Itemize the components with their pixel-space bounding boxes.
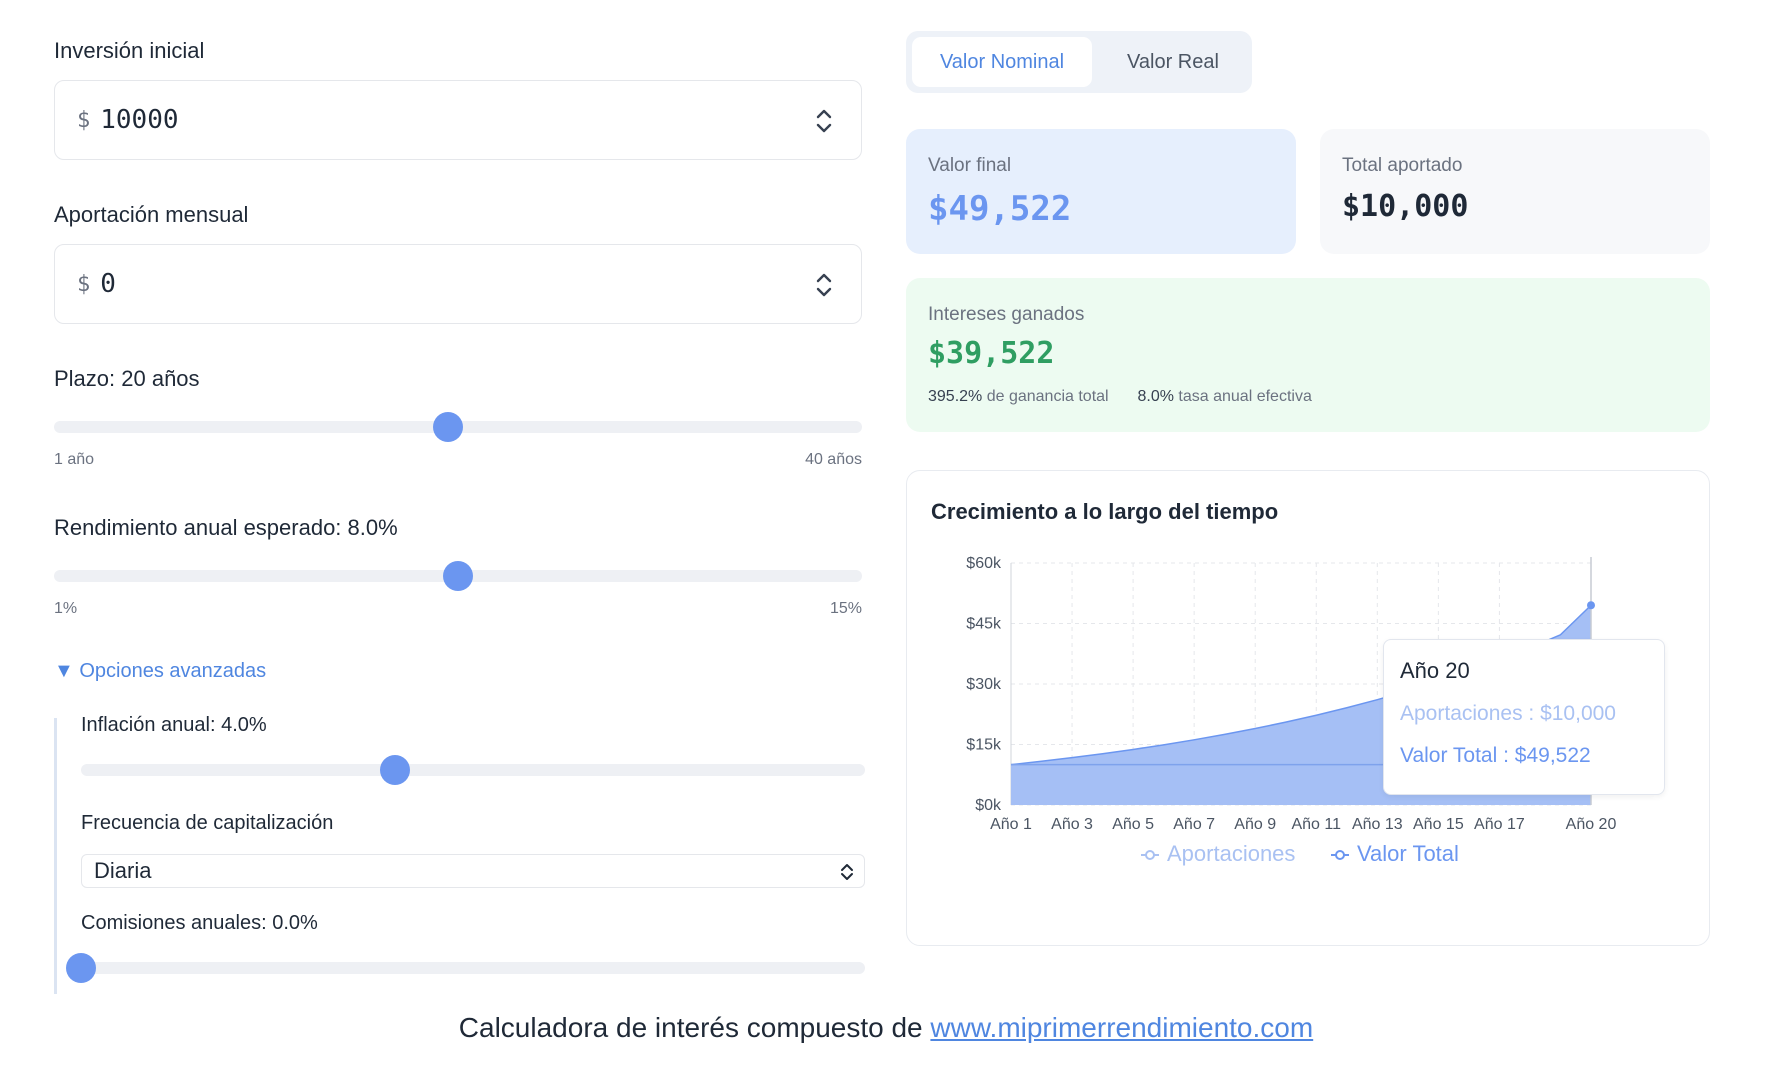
select-chevron-icon: [841, 864, 853, 880]
initial-investment-input[interactable]: $ 10000: [54, 80, 862, 160]
return-slider-thumb[interactable]: [443, 561, 473, 591]
x-tick-label: Año 15: [1413, 816, 1464, 833]
advanced-options-toggle[interactable]: ▼ Opciones avanzadas: [54, 660, 267, 682]
inflation-label: Inflación anual: 4.0%: [81, 714, 267, 736]
total-contributed-card: Total aportado $10,000: [1320, 129, 1710, 254]
return-label: Rendimiento anual esperado: 8.0%: [54, 515, 398, 540]
inflation-slider-thumb[interactable]: [379, 755, 410, 785]
chart-title: Crecimiento a lo largo del tiempo: [931, 499, 1279, 524]
tab-real-value[interactable]: Valor Real: [1127, 50, 1219, 73]
x-tick-label: Año 3: [1051, 816, 1093, 833]
valor-total-legend-marker: [1335, 850, 1345, 860]
effective-rate: 8.0%: [1137, 388, 1174, 405]
total-contributed-label: Total aportado: [1342, 155, 1463, 176]
final-value-card: Valor final $49,522: [906, 129, 1296, 254]
initial-investment-value: 10000: [100, 105, 179, 135]
y-tick-label: $60k: [966, 555, 1002, 572]
interest-stats: 395.2% de ganancia total 8.0% tasa anual…: [928, 388, 1312, 406]
y-tick-label: $30k: [966, 676, 1002, 693]
gain-percent: 395.2%: [928, 388, 983, 405]
x-tick-label: Año 11: [1291, 816, 1341, 833]
currency-prefix: $: [77, 107, 91, 133]
number-stepper-icon[interactable]: [813, 269, 835, 301]
monthly-contribution-value: 0: [100, 269, 116, 299]
growth-chart-card: Crecimiento a lo largo del tiempo $0k $15…: [906, 470, 1710, 946]
x-tick-label: Año 17: [1474, 816, 1525, 833]
compounding-frequency-label: Frecuencia de capitalización: [81, 812, 334, 834]
advanced-options-panel: Inflación anual: 4.0% Frecuencia de capi…: [54, 714, 865, 994]
value-mode-tabs: Valor Nominal Valor Real: [906, 31, 1252, 93]
interest-earned-card: Intereses ganados $39,522 395.2% de gana…: [906, 278, 1710, 432]
fees-slider-thumb[interactable]: [66, 953, 96, 983]
term-max-label: 40 años: [805, 451, 862, 468]
footer-link[interactable]: www.miprimerrendimiento.com: [930, 1012, 1314, 1043]
number-stepper-icon[interactable]: [813, 105, 835, 137]
y-tick-label: $15k: [966, 737, 1002, 754]
y-tick-label: $0k: [975, 797, 1002, 814]
fees-slider[interactable]: [66, 953, 865, 983]
fees-label: Comisiones anuales: 0.0%: [81, 912, 318, 934]
aportaciones-legend-marker: [1145, 850, 1155, 860]
total-contributed-amount: $10,000: [1342, 189, 1469, 224]
chart-tooltip: Año 20 Aportaciones : $10,000 Valor Tota…: [1383, 639, 1665, 795]
valor-total-legend-label: Valor Total: [1357, 841, 1459, 866]
y-tick-label: $45k: [966, 616, 1002, 633]
gain-text: de ganancia total: [986, 388, 1109, 405]
initial-investment-label: Inversión inicial: [54, 38, 205, 63]
term-min-label: 1 año: [54, 451, 95, 468]
return-max-label: 15%: [829, 600, 862, 617]
compounding-frequency-value: Diaria: [94, 858, 152, 883]
effective-rate-text: tasa anual efectiva: [1178, 388, 1312, 405]
x-tick-label: Año 20: [1566, 816, 1617, 833]
monthly-contribution-input[interactable]: $ 0: [54, 244, 862, 324]
monthly-contribution-label: Aportación mensual: [54, 202, 249, 227]
term-slider[interactable]: [54, 412, 862, 442]
footer: Calculadora de interés compuesto de www.…: [0, 1012, 1772, 1044]
currency-prefix: $: [77, 271, 91, 297]
term-label: Plazo: 20 años: [54, 366, 200, 391]
x-tick-label: Año 7: [1173, 816, 1215, 833]
tooltip-total-value: Valor Total : $49,522: [1400, 744, 1591, 767]
tooltip-title: Año 20: [1400, 658, 1470, 683]
inflation-slider[interactable]: [81, 755, 865, 785]
tooltip-contributions: Aportaciones : $10,000: [1400, 702, 1616, 725]
aportaciones-legend-label: Aportaciones: [1167, 841, 1295, 866]
footer-text: Calculadora de interés compuesto de: [458, 1012, 931, 1043]
x-tick-label: Año 5: [1112, 816, 1154, 833]
x-tick-label: Año 9: [1234, 816, 1276, 833]
return-slider[interactable]: [54, 561, 862, 591]
tab-nominal-value[interactable]: Valor Nominal: [912, 37, 1092, 87]
final-value-amount: $49,522: [928, 189, 1072, 229]
x-tick-label: Año 13: [1352, 816, 1403, 833]
final-value-label: Valor final: [928, 155, 1012, 176]
compounding-frequency-select[interactable]: Diaria: [81, 854, 865, 888]
term-slider-thumb[interactable]: [432, 412, 463, 442]
return-min-label: 1%: [54, 600, 78, 617]
interest-earned-label: Intereses ganados: [928, 304, 1085, 325]
active-dot-valor-total: [1587, 601, 1595, 610]
x-tick-label: Año 1: [990, 816, 1032, 833]
interest-earned-amount: $39,522: [928, 336, 1055, 371]
